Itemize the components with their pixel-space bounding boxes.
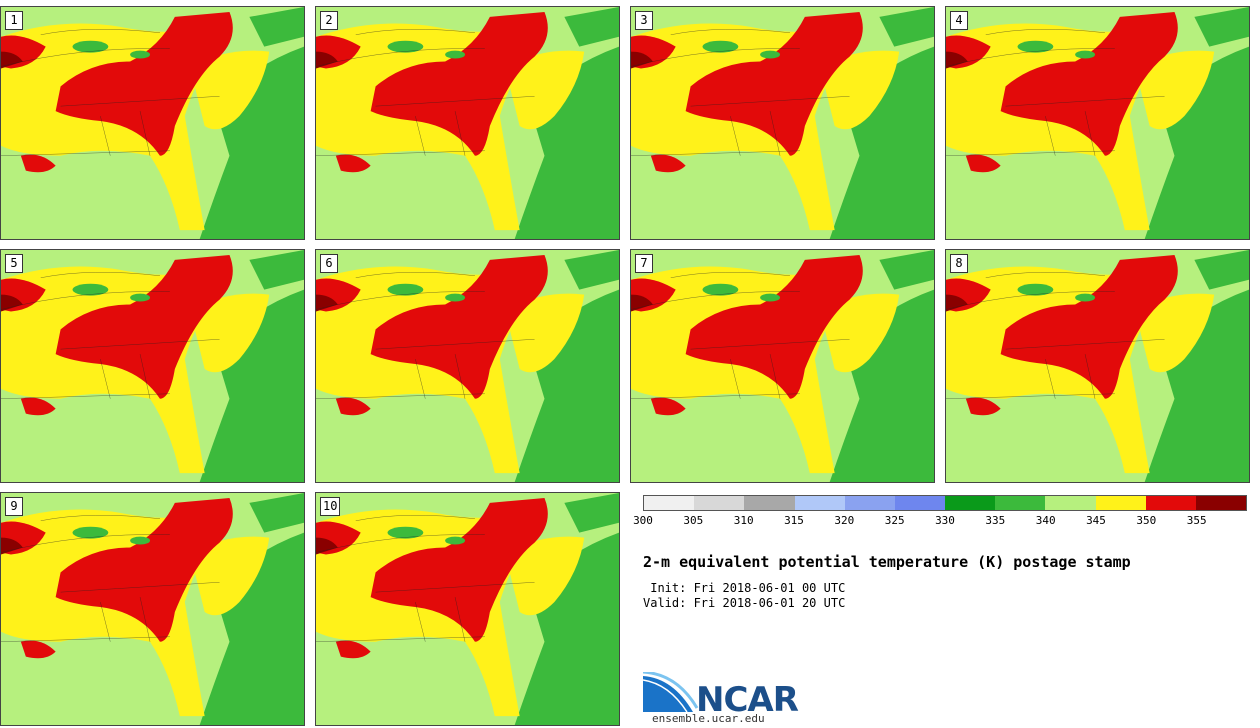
colorbar-swatch [1045,496,1096,510]
colorbar-swatch [1095,496,1146,510]
member-number-label: 5 [5,254,23,273]
colorbar [643,495,1247,511]
map-panel: 7 [630,249,935,483]
colorbar-tick-label: 300 [633,514,653,527]
map-panel: 10 [315,492,620,726]
colorbar-tick-label: 340 [1035,514,1056,527]
logo-url: ensemble.ucar.edu [652,712,765,725]
colorbar-swatch [844,496,895,510]
colorbar-tick-label: 315 [784,514,804,527]
colorbar-swatch [644,496,695,510]
colorbar-swatch [794,496,845,510]
ncar-logo-icon [643,672,699,713]
member-number-label: 7 [635,254,653,273]
colorbar-swatch [894,496,946,510]
colorbar-tick-label: 305 [683,514,704,527]
colorbar-tick-label: 330 [935,514,955,527]
map-panel: 8 [945,249,1250,483]
chart-title: 2-m equivalent potential temperature (K)… [643,553,1131,571]
member-number-label: 6 [320,254,338,273]
colorbar-tick-label: 355 [1186,514,1207,527]
member-number-label: 8 [950,254,968,273]
colorbar-tick-label: 325 [884,514,905,527]
valid-time: Valid: Fri 2018-06-01 20 UTC [643,596,846,610]
colorbar-swatch [995,496,1046,510]
colorbar-tick-label: 335 [985,514,1006,527]
member-number-label: 9 [5,497,23,516]
colorbar-ticks: 300 305 310 315 320 325 330 335 340 345 350 355 [633,514,1247,530]
colorbar-tick-label: 345 [1086,514,1106,527]
colorbar-swatch [1145,496,1196,510]
map-panel: 2 [315,6,620,240]
map-panel: 6 [315,249,620,483]
map-panel: 5 [0,249,305,483]
colorbar-swatch [945,496,996,510]
colorbar-tick-label: 320 [834,514,855,527]
map-panel: 9 [0,492,305,726]
init-time: Init: Fri 2018-06-01 00 UTC [643,581,846,595]
map-panel: 4 [945,6,1250,240]
colorbar-swatch [1195,496,1247,510]
colorbar-swatch [744,496,795,510]
logo-wordmark: NCAR [696,680,799,720]
map-panel: 3 [630,6,935,240]
member-number-label: 2 [320,11,338,30]
member-number-label: 4 [950,11,968,30]
member-number-label: 3 [635,11,653,30]
colorbar-tick-label: 310 [733,514,754,527]
member-number-label: 10 [320,497,341,516]
colorbar-swatch [694,496,745,510]
map-panel: 1 [0,6,305,240]
colorbar-tick-label: 350 [1136,514,1157,527]
member-number-label: 1 [5,11,23,30]
